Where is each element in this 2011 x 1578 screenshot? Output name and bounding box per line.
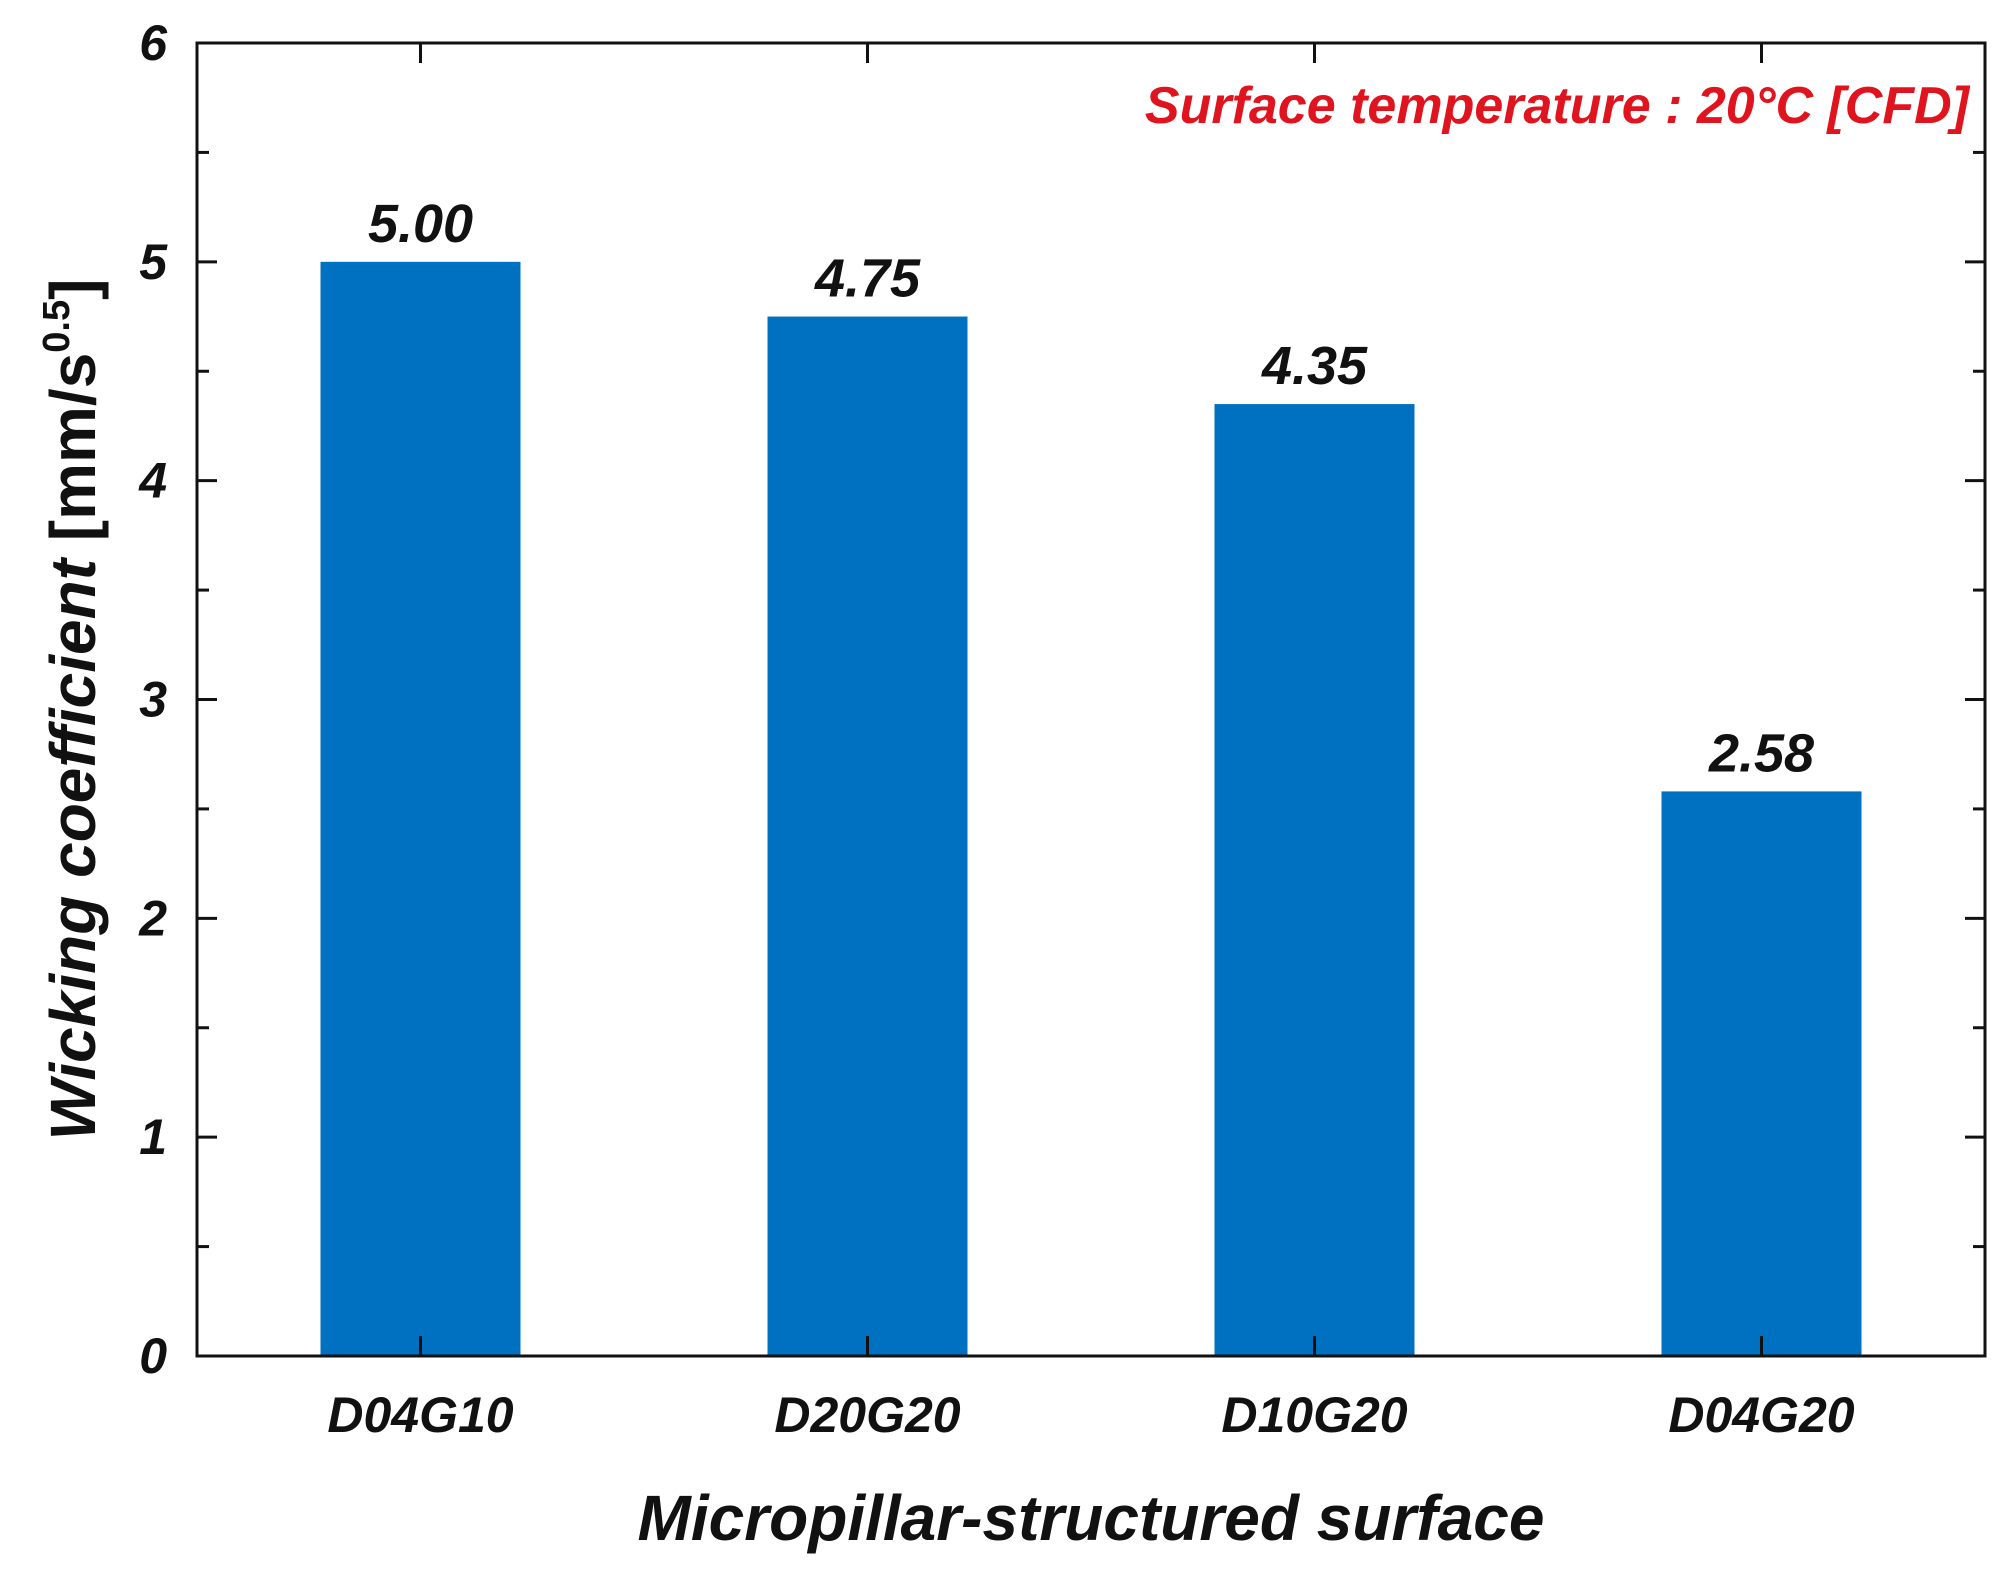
data-labels: 5.00 4.75 4.35 2.58 [368, 194, 1814, 784]
bar-d04g20 [1661, 791, 1862, 1356]
y-tick-label: 6 [139, 15, 168, 71]
data-label-d04g10: 5.00 [368, 194, 473, 254]
data-label-d10g20: 4.35 [1261, 336, 1368, 396]
y-axis-title-unit: [mm/s [37, 353, 109, 559]
bars-group [320, 261, 1862, 1357]
x-tick-label: D04G10 [327, 1387, 513, 1443]
bar-d10g20 [1214, 404, 1415, 1356]
data-label-d20g20: 4.75 [814, 249, 921, 309]
y-tick-label: 5 [139, 234, 168, 290]
data-label-d04g20: 2.58 [1708, 723, 1814, 783]
x-tick-label: D10G20 [1221, 1387, 1407, 1443]
bar-d04g10 [320, 261, 521, 1356]
x-tick-label: D04G20 [1668, 1387, 1854, 1443]
y-tick-label: 3 [139, 672, 167, 728]
y-axis-title-main: Wicking coefficient [37, 556, 109, 1140]
y-axis-title: Wicking coefficient [mm/s0.5] [36, 279, 109, 1141]
y-tick-label: 2 [138, 890, 167, 946]
y-tick-label: 4 [138, 453, 167, 509]
x-axis-title: Micropillar-structured surface [638, 1482, 1545, 1554]
y-tick-label: 1 [139, 1109, 167, 1165]
bar-d20g20 [767, 316, 968, 1357]
y-axis-title-unit-close: ] [37, 279, 109, 300]
annotation-text: Surface temperature : 20°C [CFD] [1145, 77, 1971, 135]
y-tick-labels: 0 1 2 3 4 5 6 [138, 15, 168, 1384]
x-tick-label: D20G20 [774, 1387, 960, 1443]
y-axis-title-unit-exponent: 0.5 [36, 300, 78, 353]
plot-frame [195, 41, 1987, 1358]
y-tick-label: 0 [139, 1328, 167, 1384]
x-tick-labels: D04G10 D20G20 D10G20 D04G20 [327, 1387, 1854, 1443]
